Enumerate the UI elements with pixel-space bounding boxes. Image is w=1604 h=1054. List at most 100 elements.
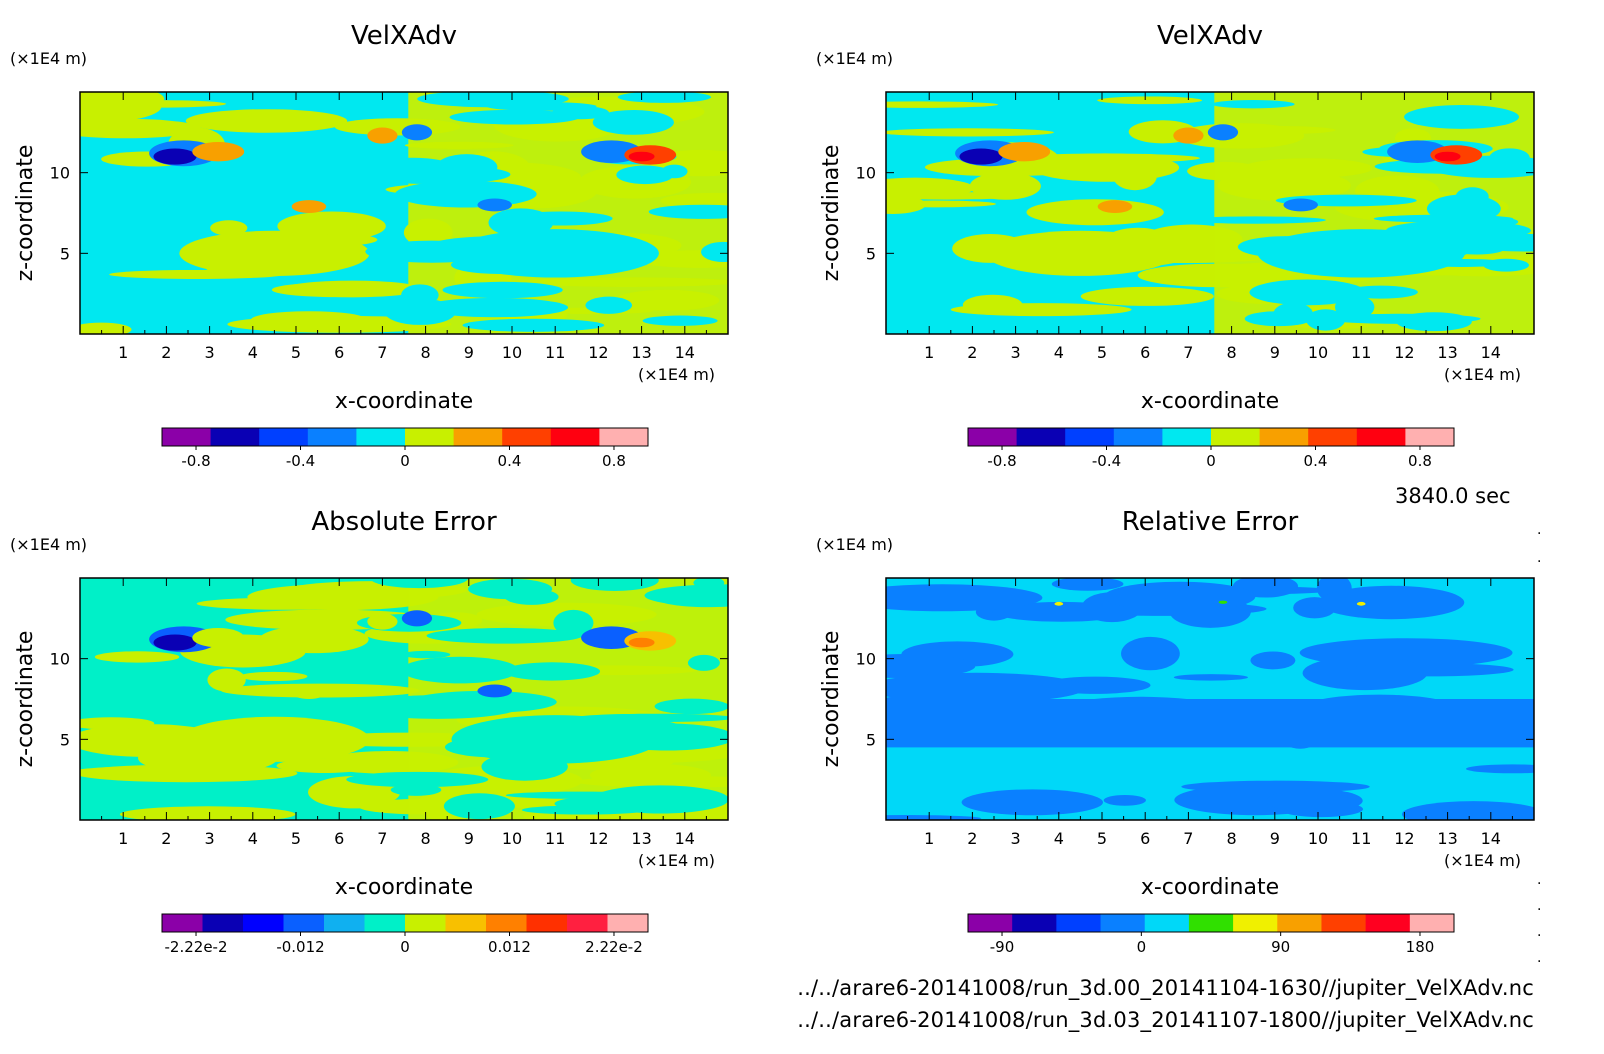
x-tick-label: 14 [675,343,695,362]
colorbar-frame [967,913,1455,933]
heatmap-feature [291,200,327,213]
heatmap-feature [401,124,433,141]
chart-title: VelXAdv [1157,21,1263,51]
heatmap-region [1455,187,1489,206]
colorbar-swatch [1016,428,1066,446]
x-tick-label: 6 [1140,343,1150,362]
chart-title: Relative Error [1122,507,1299,537]
x-tick-label: 2 [161,343,171,362]
colorbar-swatch [1100,914,1146,932]
colorbar-swatch [502,428,552,446]
heatmap-region [961,789,1104,816]
heatmap-region [468,578,553,600]
x-tick-label: 7 [1183,343,1193,362]
colorbar-swatch [1233,914,1278,932]
x-unit-label: (×1E4 m) [1444,365,1521,384]
heatmap-feature [1356,601,1366,606]
heatmap-region [1103,794,1146,806]
x-tick-label: 9 [464,829,474,848]
x-tick-label: 1 [924,829,934,848]
x-tick-label: 2 [967,343,977,362]
heatmap-region [962,294,1023,315]
heatmap-region [1346,663,1514,677]
heatmap-region [642,315,718,326]
colorbar-swatch [364,914,406,932]
heatmap-region [576,718,689,746]
x-tick-label: 10 [1308,829,1328,848]
chart-title: Absolute Error [311,507,497,537]
heatmap-region [365,240,499,263]
heatmap-region [1343,285,1418,299]
colorbar-swatch [1308,428,1358,446]
x-tick-label: 13 [1437,343,1457,362]
colorbar-swatch [210,428,260,446]
colorbar-swatch [1321,914,1367,932]
colorbar-tick-label: 180 [1406,938,1435,956]
colorbar-swatch [486,914,527,932]
x-tick-label: 10 [1308,343,1328,362]
heatmap-region [1396,312,1472,332]
colorbar-swatch [405,914,446,932]
x-axis-label: x-coordinate [1141,389,1279,414]
colorbar-tick-label: -2.22e-2 [165,938,228,956]
x-tick-label: 8 [1227,343,1237,362]
x-tick-label: 8 [1227,829,1237,848]
x-tick-label: 2 [967,829,977,848]
x-tick-label: 10 [502,343,522,362]
heatmap-feature [367,127,398,144]
heatmap-region [1466,764,1534,774]
colorbar-tick-label: 0 [400,452,410,470]
colorbar-tick-label: 0.4 [1304,452,1328,470]
dot-mark: . [1537,872,1542,888]
x-tick-label: 8 [421,343,431,362]
x-tick-label: 13 [631,829,651,848]
heatmap-region [1373,214,1514,223]
colorbar-swatch [968,428,1018,446]
x-tick-label: 7 [1183,829,1193,848]
heatmap-region [1374,159,1510,174]
chart-panel: VelXAdv(×1E4 m)1 2 3 4 5 6 7 8 9 10 11 12 13 14510(×1… [816,21,1535,470]
heatmap-region [82,100,227,108]
colorbar-swatch [445,914,487,932]
colorbar-swatch [526,914,568,932]
x-tick-label: 4 [1054,343,1064,362]
y-tick-label: 5 [866,730,876,749]
heatmap-region [1112,162,1157,191]
heatmap-region [444,736,542,758]
colorbar-swatch [162,914,203,932]
heatmap-region [355,695,520,719]
y-axis-label: z-coordinate [13,631,38,768]
colorbar-swatch [283,914,325,932]
x-tick-label: 4 [248,343,258,362]
heatmap-field [886,578,1534,820]
x-tick-label: 4 [248,829,258,848]
x-tick-label: 2 [161,829,171,848]
x-tick-label: 13 [631,343,651,362]
heatmap-region [1173,674,1248,681]
heatmap-feature [477,198,512,212]
heatmap-feature [367,613,398,630]
heatmap-region [1121,636,1180,671]
y-tick-label: 5 [60,730,70,749]
chart-panel: Relative Error(×1E4 m)1 2 3 4 5 6 7 8 9 10 11 12 13 1… [816,507,1535,956]
colorbar-swatch [1012,914,1057,932]
colorbar-swatch [1409,914,1455,932]
chart-title: VelXAdv [351,21,457,51]
heatmap-region [886,654,976,679]
heatmap-region [1097,96,1203,105]
x-tick-label: 5 [291,829,301,848]
colorbar-tick-label: -0.8 [181,452,210,470]
y-axis-label: z-coordinate [819,631,844,768]
heatmap-region [1413,258,1511,267]
colorbar-swatch [1162,428,1212,446]
colorbar-swatch [243,914,284,932]
heatmap-region [185,109,348,133]
colorbar-tick-label: -0.8 [987,452,1016,470]
heatmap-region [617,92,712,103]
x-tick-label: 4 [1054,829,1064,848]
time-label: 3840.0 sec [1395,484,1511,508]
x-tick-label: 6 [1140,829,1150,848]
x-tick-label: 11 [1351,829,1371,848]
source-file-1: ../../arare6-20141008/run_3d.00_20141104… [797,976,1534,1000]
x-tick-label: 1 [118,829,128,848]
